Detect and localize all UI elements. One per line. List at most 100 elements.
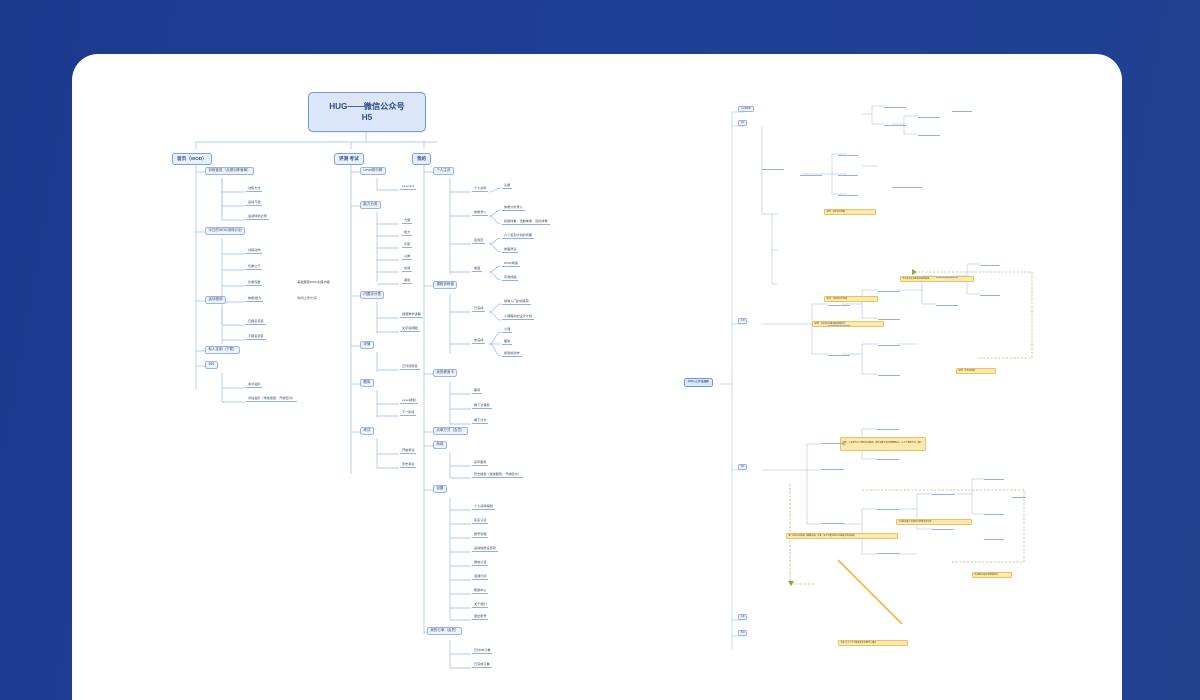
node-endurance2[interactable]: 耐力 bbox=[402, 230, 413, 236]
right-micro-node[interactable] bbox=[936, 274, 958, 278]
node-pending-order[interactable]: 已付/中订单 bbox=[472, 648, 493, 654]
node-remaining-lessons[interactable]: 剩下次课费 bbox=[472, 403, 492, 409]
right-micro-node[interactable] bbox=[884, 104, 906, 108]
node-logout[interactable]: 退出账号 bbox=[472, 614, 489, 620]
right-micro-node[interactable] bbox=[877, 550, 899, 554]
node-exam[interactable]: 考试 bbox=[360, 427, 374, 436]
node-course-plan[interactable]: 小课程中的设计计划 bbox=[502, 314, 535, 320]
node-balance[interactable]: 平衡 bbox=[402, 242, 413, 248]
right-micro-node[interactable] bbox=[952, 108, 972, 112]
node-weight-analysis[interactable]: 体重分析录入 bbox=[502, 205, 525, 211]
node-completed[interactable]: 已完成 bbox=[472, 306, 486, 312]
right-micro-node[interactable] bbox=[980, 292, 1000, 296]
node-strength[interactable]: 力量 bbox=[402, 218, 413, 224]
right-note-8[interactable]: 当其·凡上小下可等级去示定期代入通过 bbox=[838, 640, 908, 646]
node-weight-entry[interactable]: 体重录入 bbox=[472, 210, 489, 216]
node-history-play[interactable]: 历史播放（含素服务、开放区内） bbox=[472, 472, 523, 478]
node-venue-record[interactable]: 运动场地记录 bbox=[246, 214, 269, 220]
node-remaining-points[interactable]: 剩下分卡 bbox=[472, 418, 489, 424]
node-360[interactable]: 360 bbox=[205, 361, 218, 370]
right-micro-node[interactable] bbox=[822, 440, 844, 444]
right-micro-node[interactable] bbox=[838, 192, 858, 196]
right-note-2[interactable]: 说明：可选择评分等级 bbox=[824, 296, 878, 302]
right-micro-node[interactable] bbox=[878, 372, 900, 376]
right-micro-node[interactable] bbox=[984, 536, 1004, 540]
node-entry-camp[interactable]: 接收入门的训练营 bbox=[502, 299, 531, 305]
right-micro-node[interactable] bbox=[892, 184, 922, 188]
node-completed-order[interactable]: 已完成订单 bbox=[472, 662, 492, 668]
right-node-mall[interactable]: 商城 bbox=[738, 630, 748, 636]
right-micro-node[interactable] bbox=[828, 352, 850, 356]
right-micro-node[interactable] bbox=[918, 132, 940, 136]
right-note-1[interactable]: 说明：高处评分等级 bbox=[824, 209, 876, 215]
node-period[interactable]: 期间 bbox=[472, 388, 483, 394]
node-level-rank[interactable]: Level排行榜 bbox=[360, 167, 386, 176]
right-note-7[interactable]: 第一项目方式等级（跟随完成）不准，是不可能运用方式等级之类的范畴 bbox=[786, 533, 898, 539]
right-micro-node[interactable] bbox=[762, 166, 784, 170]
node-eval-advance[interactable]: 评估进阶（场地改量、开放区内） bbox=[246, 396, 297, 402]
right-micro-node[interactable] bbox=[936, 302, 958, 306]
right-micro-node[interactable] bbox=[800, 172, 822, 176]
node-profile-edit[interactable]: 个人资料编辑 bbox=[472, 504, 495, 510]
node-realname-auth[interactable]: 实名认证 bbox=[472, 518, 489, 524]
node-coordination[interactable]: 协调 bbox=[402, 266, 413, 272]
node-multi-year-service[interactable]: 多年服务 bbox=[472, 460, 489, 466]
node-training-action[interactable]: 训练动作 bbox=[246, 248, 263, 254]
node-level-1-5[interactable]: Level1-5 bbox=[400, 184, 417, 190]
node-unenrolled-project[interactable]: 不报名项目 bbox=[246, 334, 266, 340]
node-enrolled-project[interactable]: 已报名项目 bbox=[246, 319, 266, 325]
right-micro-node[interactable] bbox=[877, 456, 899, 460]
node-course-camp[interactable]: 课程训练营 bbox=[433, 281, 458, 290]
node-settings[interactable]: 设置 bbox=[433, 485, 447, 494]
node-weight-targets[interactable]: 初始体重、当前体重、目标体重 bbox=[502, 219, 550, 225]
node-checkin-page[interactable]: 签到页 bbox=[472, 238, 486, 244]
node-text-diagram[interactable]: 文字说明图 bbox=[400, 326, 420, 332]
right-micro-node[interactable] bbox=[932, 526, 954, 530]
node-score-sheet[interactable]: 内置评分表 bbox=[360, 291, 385, 300]
node-level-grade[interactable]: Level级别 bbox=[400, 398, 418, 404]
right-micro-node[interactable] bbox=[828, 322, 850, 326]
branch-mine[interactable]: 我的 bbox=[412, 153, 432, 165]
right-node-settings[interactable]: 设置 bbox=[738, 614, 748, 620]
right-micro-node[interactable] bbox=[877, 426, 899, 430]
node-sport-video[interactable]: 运动视频 bbox=[205, 296, 226, 305]
mindmap-canvas[interactable]: HUG——微信公众号 H5 首页（WOD） 评测 考试 我的 训练营进（点燃训练… bbox=[72, 54, 1122, 700]
node-permission-setting[interactable]: 运动权限设置项 bbox=[472, 546, 498, 552]
right-note-3[interactable]: 不存在的认证和发放的新资格 bbox=[900, 276, 974, 282]
node-personal-home[interactable]: 个人主页 bbox=[433, 167, 454, 176]
node-connect-action[interactable]: 连通行动 bbox=[472, 574, 489, 580]
right-note-4[interactable]: 说明：认证成立该阶段的高额评分 bbox=[812, 321, 884, 327]
node-ability-category[interactable]: 能力分类 bbox=[360, 201, 381, 210]
node-exam-history[interactable]: 历史考试 bbox=[400, 462, 417, 468]
right-node-assessment[interactable]: 评测 bbox=[738, 318, 748, 324]
node-assessment-score[interactable]: 评测成绩 bbox=[502, 275, 519, 281]
right-micro-node[interactable] bbox=[884, 122, 906, 126]
right-micro-node[interactable] bbox=[918, 114, 940, 118]
right-micro-node[interactable] bbox=[1012, 494, 1026, 498]
node-small-course[interactable]: 小课 bbox=[502, 327, 513, 333]
node-uncompleted[interactable]: 未完成 bbox=[472, 338, 486, 344]
right-micro-node[interactable] bbox=[878, 288, 900, 292]
right-micro-node[interactable] bbox=[822, 466, 844, 470]
right-micro-node[interactable] bbox=[878, 342, 900, 346]
right-mindmap-root[interactable]: HUG入口产品流程 bbox=[684, 378, 713, 387]
node-help-center[interactable]: 帮助中心 bbox=[472, 588, 489, 594]
right-micro-node[interactable] bbox=[877, 506, 899, 510]
node-received-action[interactable]: 接受的动作 bbox=[502, 351, 522, 357]
branch-home[interactable]: 首页（WOD） bbox=[172, 153, 212, 165]
node-overall[interactable]: 整体 bbox=[502, 339, 513, 345]
node-endurance[interactable]: 体能/耐力 bbox=[246, 296, 264, 302]
right-micro-node[interactable] bbox=[838, 152, 858, 156]
node-question-bank[interactable]: 题库 bbox=[360, 379, 374, 388]
right-micro-node[interactable] bbox=[932, 491, 954, 495]
node-start-exam[interactable]: 开始考试 bbox=[400, 448, 417, 454]
right-note-6[interactable]: 说明：人是否可以下载考试内容项，建中台数字变化周整理后3、以上下载数分比（第七卷… bbox=[840, 437, 926, 451]
right-note-10[interactable]: 当日确认/指定未按情项目 bbox=[972, 572, 1012, 578]
node-mall[interactable]: 商城 bbox=[433, 441, 447, 450]
node-flexibility[interactable]: 柔韧 bbox=[402, 278, 413, 284]
node-score[interactable]: 成绩 bbox=[472, 266, 483, 272]
node-video-tutorial[interactable]: 视频教学讲解 bbox=[400, 312, 423, 318]
mindmap-root-node[interactable]: HUG——微信公众号 H5 bbox=[308, 92, 426, 132]
node-fitness-card[interactable]: 我的健身卡 bbox=[433, 369, 458, 378]
node-wechat-auth[interactable]: 微信认证 bbox=[472, 560, 489, 566]
